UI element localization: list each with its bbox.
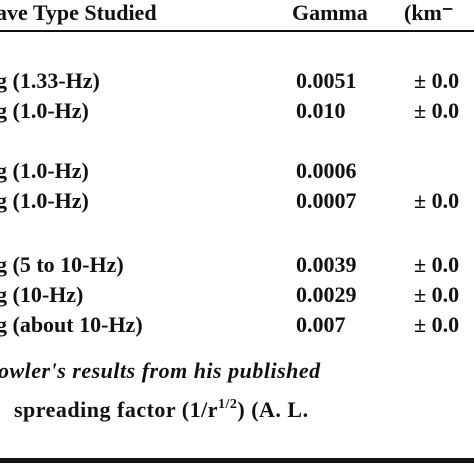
table-cell: 0.007 (296, 312, 346, 337)
footnote-text: spreading factor (1/r (14, 397, 218, 422)
footnote-superscript: 1/2 (218, 397, 238, 412)
table-cell: 0.0007 (296, 188, 357, 213)
footnote-text: ) (A. L. (237, 397, 309, 422)
table-cell: ± 0.0 (414, 68, 460, 93)
table-cell: g (1.0-Hz) (0, 158, 89, 183)
bottom-rule (0, 458, 474, 463)
table-cell: ± 0.0 (414, 98, 460, 123)
header-cell: ave Type Studied (0, 0, 157, 25)
table-cell: g (5 to 10-Hz) (0, 252, 124, 277)
table-cell: ± 0.0 (414, 252, 460, 277)
table-cell: 0.0029 (296, 282, 357, 307)
table-cell: 0.0006 (296, 158, 357, 183)
table-cell: g (1.0-Hz) (0, 188, 89, 213)
table-cell: g (1.0-Hz) (0, 98, 89, 123)
footnote-line: owler's results from his published (0, 358, 321, 383)
table-cell: ± 0.0 (414, 312, 460, 337)
table-cell: ± 0.0 (414, 188, 460, 213)
table-cell: g (1.33-Hz) (0, 68, 100, 93)
table-cell: 0.0039 (296, 252, 357, 277)
table-cell: ± 0.0 (414, 282, 460, 307)
header-cell: (km⁻ (404, 0, 454, 25)
table-cell: 0.010 (296, 98, 346, 123)
table-cell: g (about 10-Hz) (0, 312, 143, 337)
table-cell: 0.0051 (296, 68, 357, 93)
table-cell: g (10-Hz) (0, 282, 84, 307)
header-cell: Gamma (292, 0, 368, 25)
header-rule (0, 30, 474, 32)
footnote-line: spreading factor (1/r1/2) (A. L. (14, 398, 309, 421)
